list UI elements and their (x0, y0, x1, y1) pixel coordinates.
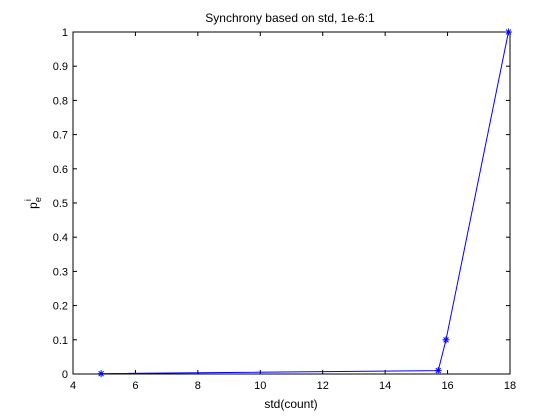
svg-text:pei: pei (23, 197, 43, 209)
x-tick-label: 12 (317, 380, 329, 392)
y-tick-label: 0 (62, 369, 68, 381)
y-axis-label: pei (23, 197, 43, 209)
y-axis-label-base: p (26, 202, 40, 209)
y-axis-label-subscript: e (33, 197, 43, 202)
series-line (101, 31, 509, 375)
plot-area (72, 31, 511, 375)
data-point-marker (434, 367, 442, 375)
y-tick-label: 0.5 (53, 198, 68, 210)
x-axis-ticks: 4 6 8 10 12 14 16 18 (70, 32, 516, 392)
x-tick-label: 18 (504, 380, 516, 392)
x-axis-label: std(count) (264, 397, 317, 411)
y-tick-label: 0.2 (53, 301, 68, 313)
y-axis-label-superscript: i (23, 199, 33, 201)
y-tick-label: 0.4 (53, 232, 68, 244)
y-tick-label: 0.8 (53, 95, 68, 107)
x-tick-label: 10 (254, 380, 266, 392)
y-tick-label: 0.3 (53, 266, 68, 278)
y-tick-label: 0.1 (53, 335, 68, 347)
y-tick-label: 1 (62, 27, 68, 39)
chart-title: Synchrony based on std, 1e-6:1 (205, 11, 375, 25)
data-point-marker (504, 28, 512, 36)
x-tick-label: 14 (379, 380, 391, 392)
data-point-marker (97, 370, 105, 378)
data-point-marker (442, 336, 450, 344)
plot-frame (72, 31, 511, 375)
x-tick-label: 8 (195, 380, 201, 392)
x-tick-label: 6 (132, 380, 138, 392)
x-tick-label: 16 (441, 380, 453, 392)
y-axis-ticks: 0 0.1 0.2 0.3 0.4 0.5 0.6 0.7 0.8 0.9 1 (53, 27, 510, 381)
x-tick-label: 4 (70, 380, 76, 392)
y-tick-label: 0.7 (53, 130, 68, 142)
y-tick-label: 0.6 (53, 164, 68, 176)
series-layer (97, 28, 512, 378)
y-tick-label: 0.9 (53, 61, 68, 73)
